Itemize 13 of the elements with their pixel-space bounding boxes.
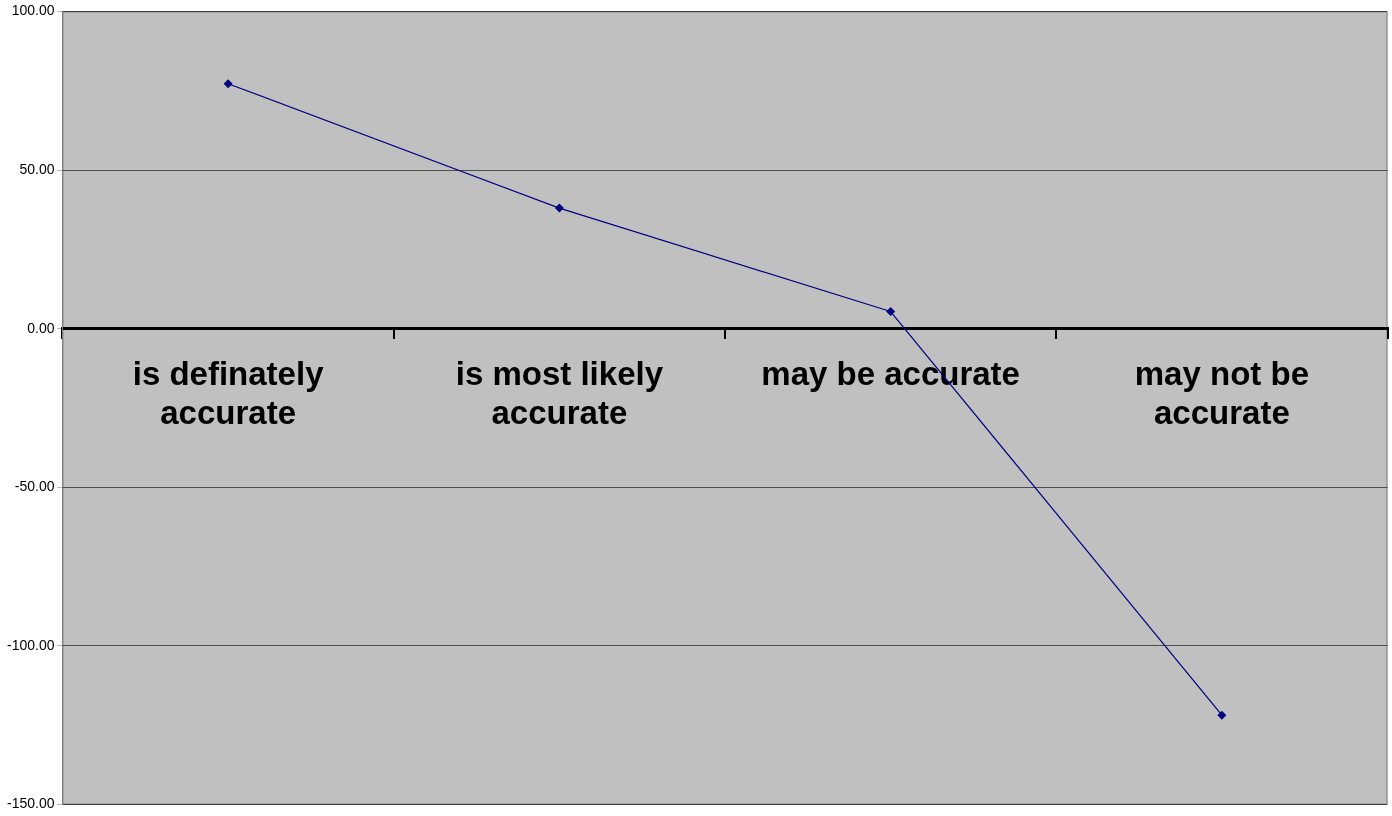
x-tick-label: may not be accurate — [1134, 354, 1309, 432]
y-tick-label: -100.00 — [7, 636, 55, 653]
point — [1217, 710, 1227, 720]
point — [886, 307, 896, 317]
x-tick-label: is most likely accurate — [455, 354, 664, 432]
y-tick-label: -50.00 — [14, 478, 55, 495]
x-tick-label: is definately accurate — [132, 354, 325, 432]
y-tick-label: 0.00 — [27, 319, 55, 336]
y-tick-label: 50.00 — [19, 160, 55, 177]
point — [554, 203, 564, 213]
y-tick-label: 100.00 — [11, 2, 55, 19]
y-tick-label: -150.00 — [7, 795, 55, 812]
point — [223, 79, 233, 89]
